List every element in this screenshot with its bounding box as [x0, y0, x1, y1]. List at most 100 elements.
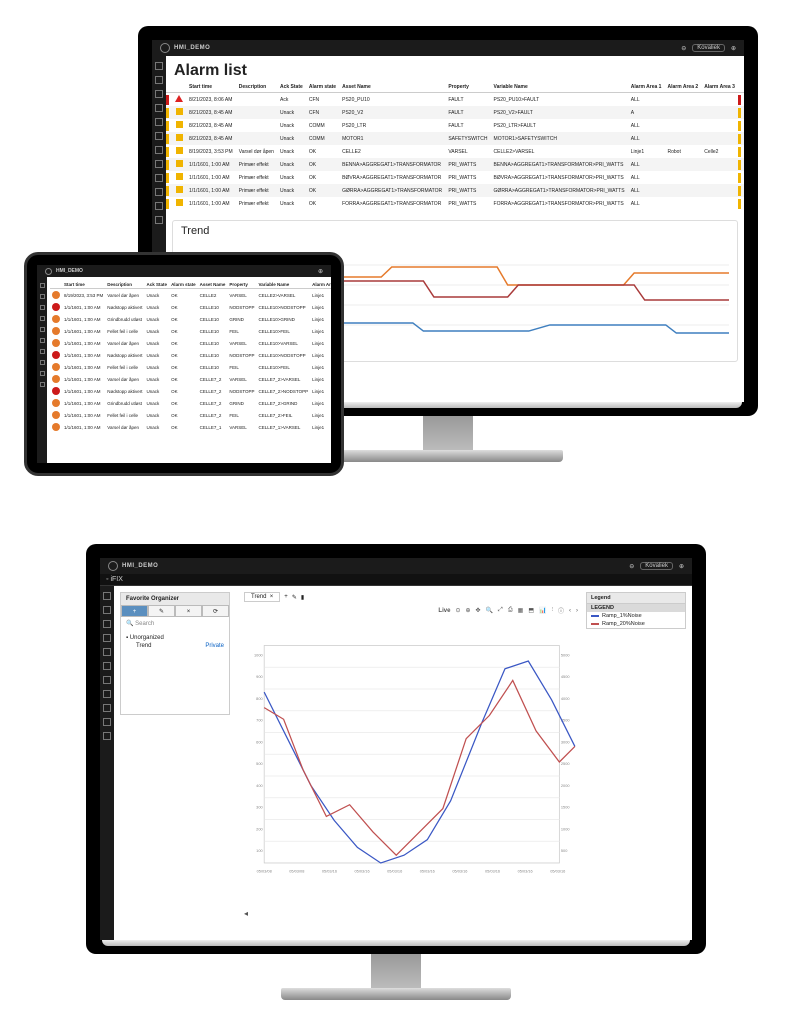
- header-status-icon[interactable]: ⊖: [629, 563, 634, 570]
- table-row[interactable]: 1/1/1601, 1:00 AMNødstopp aktivertUnackO…: [50, 385, 331, 397]
- chart-tab[interactable]: Trend ×: [244, 592, 280, 602]
- table-row[interactable]: 1/1/1601, 1:00 AMPrimær effektUnackOKBØV…: [166, 171, 744, 184]
- column-header[interactable]: Alarm state: [169, 280, 198, 289]
- nav-icon[interactable]: [103, 690, 111, 698]
- table-row[interactable]: 1/1/1601, 1:00 AMVarsel dør åpenUnackOKC…: [50, 337, 331, 349]
- legend-item[interactable]: Ramp_20%Noise: [587, 620, 685, 628]
- chart-toolbar-icon[interactable]: ⬒: [528, 607, 534, 614]
- fav-toolbar-button[interactable]: ×: [175, 605, 202, 617]
- nav-icon[interactable]: [155, 174, 163, 182]
- chart-toolbar-icon[interactable]: ⊕: [465, 607, 470, 614]
- nav-icon[interactable]: [103, 662, 111, 670]
- nav-icon[interactable]: [103, 620, 111, 628]
- nav-icon[interactable]: [155, 216, 163, 224]
- table-row[interactable]: 8/21/2023, 8:45 AMUnackCOMMMOTOR1SAFETYS…: [166, 132, 744, 145]
- nav-icon[interactable]: [155, 90, 163, 98]
- column-header[interactable]: Ack State: [145, 280, 170, 289]
- table-row[interactable]: 1/1/1601, 1:00 AMNødstopp aktivertUnackO…: [50, 349, 331, 361]
- table-row[interactable]: 1/1/1601, 1:00 AMPrimær effektUnackOKBEN…: [166, 158, 744, 171]
- header-nav-pill[interactable]: Kovaliek: [692, 44, 725, 52]
- column-header[interactable]: Description: [105, 280, 144, 289]
- column-header[interactable]: Variable Name: [257, 280, 311, 289]
- column-header[interactable]: Start time: [186, 82, 236, 93]
- nav-icon[interactable]: [155, 202, 163, 210]
- nav-icon[interactable]: [103, 704, 111, 712]
- nav-icon[interactable]: [40, 283, 45, 288]
- column-header[interactable]: Asset Name: [198, 280, 228, 289]
- nav-icon[interactable]: [40, 349, 45, 354]
- nav-icon[interactable]: [155, 62, 163, 70]
- nav-icon[interactable]: [155, 118, 163, 126]
- table-row[interactable]: 1/1/1601, 1:00 AMPrimær effektUnackOKFOR…: [166, 197, 744, 210]
- table-row[interactable]: 8/21/2023, 8:45 AMUnackCFNPS20_V2FAULTPS…: [166, 106, 744, 119]
- table-row[interactable]: 1/1/1601, 1:00 AMFellet feil i celleUnac…: [50, 325, 331, 337]
- nav-icon[interactable]: [155, 146, 163, 154]
- nav-icon[interactable]: [40, 382, 45, 387]
- chart-toolbar-icon[interactable]: ⤢: [498, 607, 503, 614]
- nav-icon[interactable]: [155, 160, 163, 168]
- edit-icon[interactable]: ✎: [292, 594, 297, 601]
- table-row[interactable]: 1/1/1601, 1:00 AMGrindbrudd utløstUnackO…: [50, 313, 331, 325]
- nav-icon[interactable]: [155, 188, 163, 196]
- nav-icon[interactable]: [40, 316, 45, 321]
- add-tab-button[interactable]: +: [284, 594, 288, 600]
- column-header[interactable]: Ack State: [277, 82, 306, 93]
- table-row[interactable]: 8/19/2023, 3:53 PMVarsel dør åpenUnackOK…: [166, 145, 744, 158]
- tree-folder[interactable]: ▪ Unorganized: [126, 634, 224, 642]
- chart-toolbar-icon[interactable]: ‹: [569, 608, 571, 614]
- table-row[interactable]: 1/1/1601, 1:00 AMPrimær effektUnackOKGØR…: [166, 184, 744, 197]
- nav-icon[interactable]: [103, 634, 111, 642]
- nav-icon[interactable]: [40, 371, 45, 376]
- copy-icon[interactable]: ▮: [301, 594, 304, 601]
- fav-toolbar-button[interactable]: ⟳: [202, 605, 229, 617]
- chart-toolbar-icon[interactable]: ›: [576, 608, 578, 614]
- header-more-icon[interactable]: ⊕: [731, 45, 736, 52]
- chart-toolbar-icon[interactable]: ⊙: [455, 607, 460, 614]
- column-header[interactable]: Property: [227, 280, 256, 289]
- nav-icon[interactable]: [103, 718, 111, 726]
- table-row[interactable]: 8/21/2023, 8:06 AMAckCFNPS20_PU10FAULTPS…: [166, 93, 744, 107]
- column-header[interactable]: [50, 280, 62, 289]
- nav-icon[interactable]: [40, 327, 45, 332]
- nav-icon[interactable]: [103, 676, 111, 684]
- column-header[interactable]: [172, 82, 186, 93]
- header-more-icon[interactable]: ⊕: [318, 268, 323, 275]
- nav-icon[interactable]: [40, 360, 45, 365]
- legend-item[interactable]: Ramp_1%Noise: [587, 612, 685, 620]
- table-row[interactable]: 1/1/1601, 1:00 AMVarsel dør åpenUnackOKC…: [50, 373, 331, 385]
- chart-toolbar-icon[interactable]: 🔍: [486, 607, 493, 614]
- column-header[interactable]: Start time: [62, 280, 105, 289]
- header-status-icon[interactable]: ⊖: [681, 45, 686, 52]
- table-row[interactable]: 1/1/1601, 1:00 AMGrindbrudd utløstUnackO…: [50, 397, 331, 409]
- table-row[interactable]: 1/1/1601, 1:00 AMNødstopp aktivertUnackO…: [50, 301, 331, 313]
- column-header[interactable]: [738, 82, 744, 93]
- table-row[interactable]: 8/21/2023, 8:45 AMUnackCOMMPS20_LTRFAULT…: [166, 119, 744, 132]
- column-header[interactable]: Alarm Area 2: [664, 82, 701, 93]
- chart-toolbar-icon[interactable]: ⓘ: [558, 606, 564, 615]
- header-more-icon[interactable]: ⊕: [679, 563, 684, 570]
- table-row[interactable]: 1/1/1601, 1:00 AMFellet feil i celleUnac…: [50, 409, 331, 421]
- ifix-tab[interactable]: ◦ iFIX: [100, 574, 692, 586]
- column-header[interactable]: Property: [445, 82, 490, 93]
- chart-toolbar-icon[interactable]: ⫶: [551, 607, 553, 614]
- chart-toolbar-icon[interactable]: ⎙: [508, 607, 513, 614]
- nav-icon[interactable]: [40, 294, 45, 299]
- nav-icon[interactable]: [40, 338, 45, 343]
- chart-toolbar-icon[interactable]: ▦: [518, 607, 524, 614]
- table-row[interactable]: 8/19/2023, 3:53 PMVarsel dør åpenUnackOK…: [50, 289, 331, 302]
- table-row[interactable]: 1/1/1601, 1:00 AMFellet feil i celleUnac…: [50, 361, 331, 373]
- nav-icon[interactable]: [103, 732, 111, 740]
- nav-icon[interactable]: [103, 606, 111, 614]
- column-header[interactable]: Alarm Area 1: [628, 82, 665, 93]
- nav-icon[interactable]: [155, 76, 163, 84]
- table-row[interactable]: 1/1/1601, 1:00 AMVarsel dør åpenUnackOKC…: [50, 421, 331, 433]
- nav-icon[interactable]: [103, 648, 111, 656]
- nav-icon[interactable]: [103, 592, 111, 600]
- column-header[interactable]: Asset Name: [339, 82, 445, 93]
- column-header[interactable]: Description: [236, 82, 277, 93]
- column-header[interactable]: Variable Name: [491, 82, 628, 93]
- column-header[interactable]: Alarm Area 1: [310, 280, 331, 289]
- chart-toolbar-icon[interactable]: ✥: [476, 607, 481, 614]
- nav-icon[interactable]: [40, 305, 45, 310]
- fav-toolbar-button[interactable]: ✎: [148, 605, 175, 617]
